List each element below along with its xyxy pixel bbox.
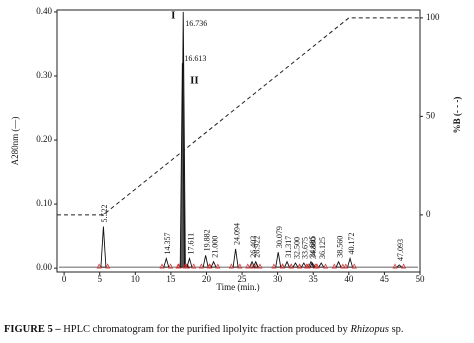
y2-tick-label: 100 [426,12,440,22]
boundary-marker [271,263,277,269]
peak-label: 33.675 [301,237,310,259]
peak [179,63,185,268]
gradient-line [57,17,420,216]
boundary-marker [228,263,234,269]
peak-label: 16.613 [184,54,206,63]
peak [346,256,354,268]
boundary-marker [343,263,349,269]
y-tick-label: 0.40 [36,6,52,16]
peak [335,260,342,268]
peak-label: 26.403 [249,236,258,258]
y-tick-label: 0.20 [36,134,52,144]
boundary-marker [248,263,255,269]
plot-frame [56,9,421,273]
peak-label: 19.882 [202,229,211,251]
boundary-marker [191,263,197,269]
boundary-marker [96,263,102,269]
peak [275,252,282,268]
peak [300,262,308,268]
x-tick-label: 30 [273,274,283,284]
boundary-marker [331,263,337,269]
peak-label: 31.317 [284,236,293,258]
peak-label: 36.125 [318,237,327,259]
y-tick-label: 0.00 [36,262,52,272]
boundary-marker [105,263,111,269]
boundary-marker [257,263,263,269]
x-tick-label: 35 [309,274,319,284]
boundary-marker [245,263,251,269]
peak-label: 14.357 [163,233,172,255]
x-tick-label: 0 [62,274,67,284]
x-tick-label: 5 [97,274,102,284]
boundary-marker [206,263,212,269]
peak-label: 40.172 [347,233,356,255]
peak [395,264,403,268]
peak-label: 17.611 [186,233,195,255]
caption-prefix: FIGURE 5 – [4,324,61,335]
y2-tick-label: 0 [426,209,431,219]
peak [317,262,325,268]
x-tick-label: 45 [380,274,390,284]
annotation: II [190,75,199,87]
peak-label: 26.922 [253,236,262,258]
annotation: I [171,10,175,22]
peak-label: 32.500 [292,237,301,259]
caption: FIGURE 5 – HPLC chromatogram for the pur… [4,324,404,335]
peak-label: 21.000 [210,236,219,258]
peak-label: 34.880 [309,237,318,259]
boundary-marker [340,263,346,269]
peak [248,260,256,268]
boundary-marker [401,263,407,269]
peak [163,256,170,268]
y2-axis-label: %B (- - -) [452,97,462,134]
boundary-marker [392,263,398,269]
peak [210,260,217,268]
boundary-marker [322,263,329,269]
x-axis-label: Time (min.) [216,282,259,292]
peak [252,260,259,268]
x-tick-label: 20 [202,274,212,284]
y-tick-label: 0.30 [36,70,52,80]
x-tick-label: 25 [238,274,248,284]
boundary-marker [305,263,311,269]
x-tick-label: 40 [344,274,354,284]
x-tick-label: 10 [131,274,141,284]
y-axis-label: A280nm (—) [10,117,20,166]
boundary-marker [296,263,303,269]
boundary-marker [175,263,181,269]
caption-end: sp. [392,324,404,335]
peak-label: 34.685 [308,236,317,258]
boundary-marker [168,263,174,269]
boundary-marker [159,263,165,269]
peak-label: 47.093 [396,239,405,261]
peak-label: 38.560 [335,236,344,258]
caption-text: HPLC chromatogram for the purified lipol… [63,324,348,335]
boundary-marker [314,263,320,269]
caption-italic: Rhizopus [349,324,389,335]
boundary-marker [280,263,286,269]
boundary-marker [215,263,221,269]
x-tick-label: 50 [416,274,426,284]
peak [232,248,239,268]
y-tick-label: 0.10 [36,198,52,208]
y2-tick-label: 50 [426,110,436,120]
boundary-marker [351,263,357,269]
peak [309,262,316,268]
x-tick-label: 15 [166,274,176,284]
boundary-marker [182,263,188,269]
boundary-marker [237,263,243,269]
boundary-marker [198,263,204,269]
peak-label: 30.079 [275,226,284,248]
peak [292,262,299,268]
peak [100,226,107,268]
peak [202,255,209,268]
peak-label: 16.736 [185,19,207,28]
boundary-marker [288,263,294,269]
peak [186,256,193,268]
peak-label: 24.094 [232,223,241,245]
peak [283,260,291,268]
peak-label: 5.522 [100,205,109,223]
